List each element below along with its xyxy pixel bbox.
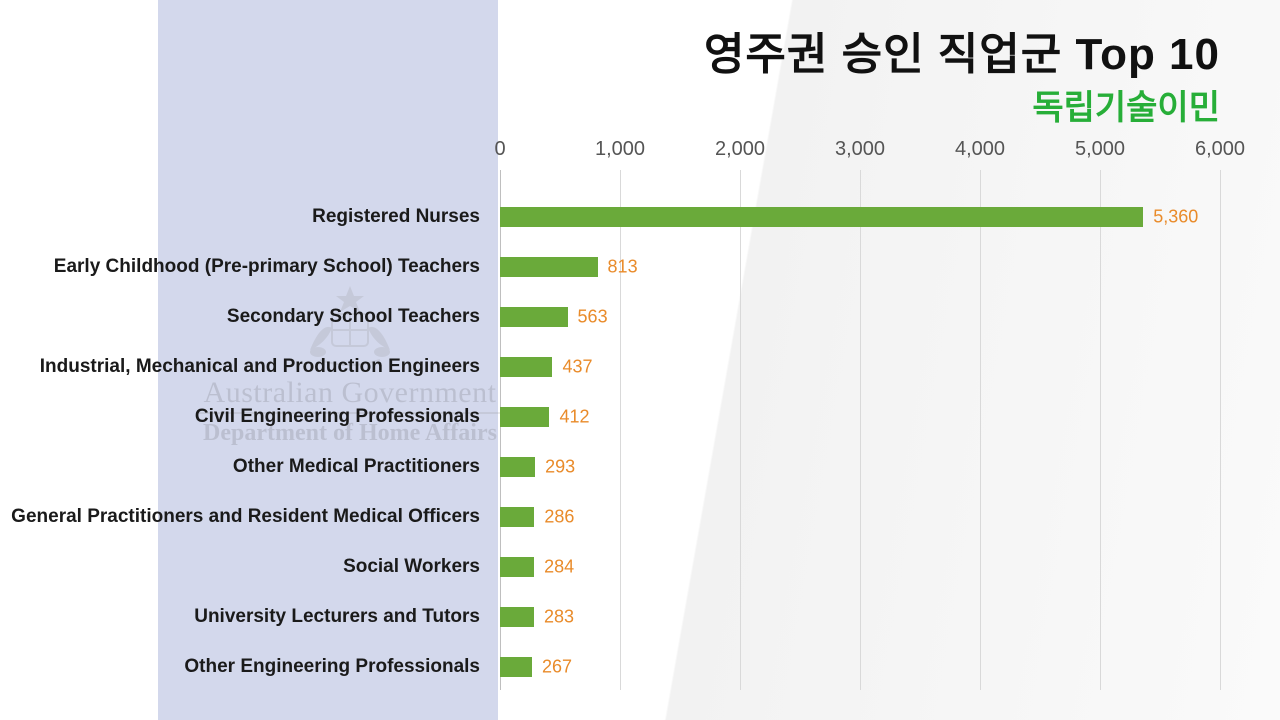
value-label: 813 xyxy=(608,257,638,278)
value-label: 437 xyxy=(562,357,592,378)
bar xyxy=(500,307,568,327)
category-label: Civil Engineering Professionals xyxy=(0,406,490,428)
category-label: Secondary School Teachers xyxy=(0,306,490,328)
bar xyxy=(500,207,1143,227)
x-tick-label: 1,000 xyxy=(595,138,645,161)
category-label: Social Workers xyxy=(0,556,490,578)
value-label: 286 xyxy=(544,507,574,528)
title-block: 영주권 승인 직업군 Top 10 독립기술이민 xyxy=(704,18,1220,129)
category-label: University Lecturers and Tutors xyxy=(0,606,490,628)
chart-row: Civil Engineering Professionals 412 xyxy=(0,402,1220,432)
bar xyxy=(500,507,534,527)
bar xyxy=(500,257,598,277)
bar-wrap: 284 xyxy=(500,557,1220,577)
bar xyxy=(500,407,549,427)
value-label: 412 xyxy=(559,407,589,428)
bar xyxy=(500,457,535,477)
chart-row: University Lecturers and Tutors 283 xyxy=(0,602,1220,632)
bar-wrap: 283 xyxy=(500,607,1220,627)
bar-wrap: 412 xyxy=(500,407,1220,427)
gridline xyxy=(1220,170,1221,690)
chart-subtitle: 독립기술이민 xyxy=(704,80,1220,129)
chart-row: Other Engineering Professionals 267 xyxy=(0,652,1220,682)
value-label: 267 xyxy=(542,657,572,678)
category-label: Early Childhood (Pre-primary School) Tea… xyxy=(0,256,490,278)
chart-row: Social Workers 284 xyxy=(0,552,1220,582)
chart-row: Industrial, Mechanical and Production En… xyxy=(0,352,1220,382)
bar-wrap: 437 xyxy=(500,357,1220,377)
bar-wrap: 5,360 xyxy=(500,207,1220,227)
value-label: 563 xyxy=(578,307,608,328)
bar-chart: 0 1,000 2,000 3,000 4,000 5,000 6,000 Register… xyxy=(0,130,1250,690)
bar xyxy=(500,657,532,677)
value-label: 5,360 xyxy=(1153,207,1198,228)
x-tick-label: 5,000 xyxy=(1075,138,1125,161)
category-label: Other Medical Practitioners xyxy=(0,456,490,478)
chart-row: Other Medical Practitioners 293 xyxy=(0,452,1220,482)
category-label: Industrial, Mechanical and Production En… xyxy=(0,356,490,378)
x-tick-label: 2,000 xyxy=(715,138,765,161)
chart-row: General Practitioners and Resident Medic… xyxy=(0,502,1220,532)
x-tick-label: 4,000 xyxy=(955,138,1005,161)
x-tick-label: 0 xyxy=(494,138,505,161)
bar xyxy=(500,557,534,577)
chart-title: 영주권 승인 직업군 Top 10 xyxy=(704,18,1220,82)
bar-wrap: 267 xyxy=(500,657,1220,677)
chart-row: Early Childhood (Pre-primary School) Tea… xyxy=(0,252,1220,282)
chart-row: Registered Nurses 5,360 xyxy=(0,202,1220,232)
category-label: General Practitioners and Resident Medic… xyxy=(0,506,490,528)
x-tick-label: 3,000 xyxy=(835,138,885,161)
category-label: Registered Nurses xyxy=(0,206,490,228)
bar xyxy=(500,357,552,377)
x-tick-label: 6,000 xyxy=(1195,138,1245,161)
bar xyxy=(500,607,534,627)
category-label: Other Engineering Professionals xyxy=(0,656,490,678)
bar-wrap: 286 xyxy=(500,507,1220,527)
chart-row: Secondary School Teachers 563 xyxy=(0,302,1220,332)
bar-wrap: 563 xyxy=(500,307,1220,327)
value-label: 293 xyxy=(545,457,575,478)
value-label: 283 xyxy=(544,607,574,628)
bar-wrap: 293 xyxy=(500,457,1220,477)
value-label: 284 xyxy=(544,557,574,578)
chart-rows: Registered Nurses 5,360 Early Childhood (P… xyxy=(0,192,1220,690)
bar-wrap: 813 xyxy=(500,257,1220,277)
